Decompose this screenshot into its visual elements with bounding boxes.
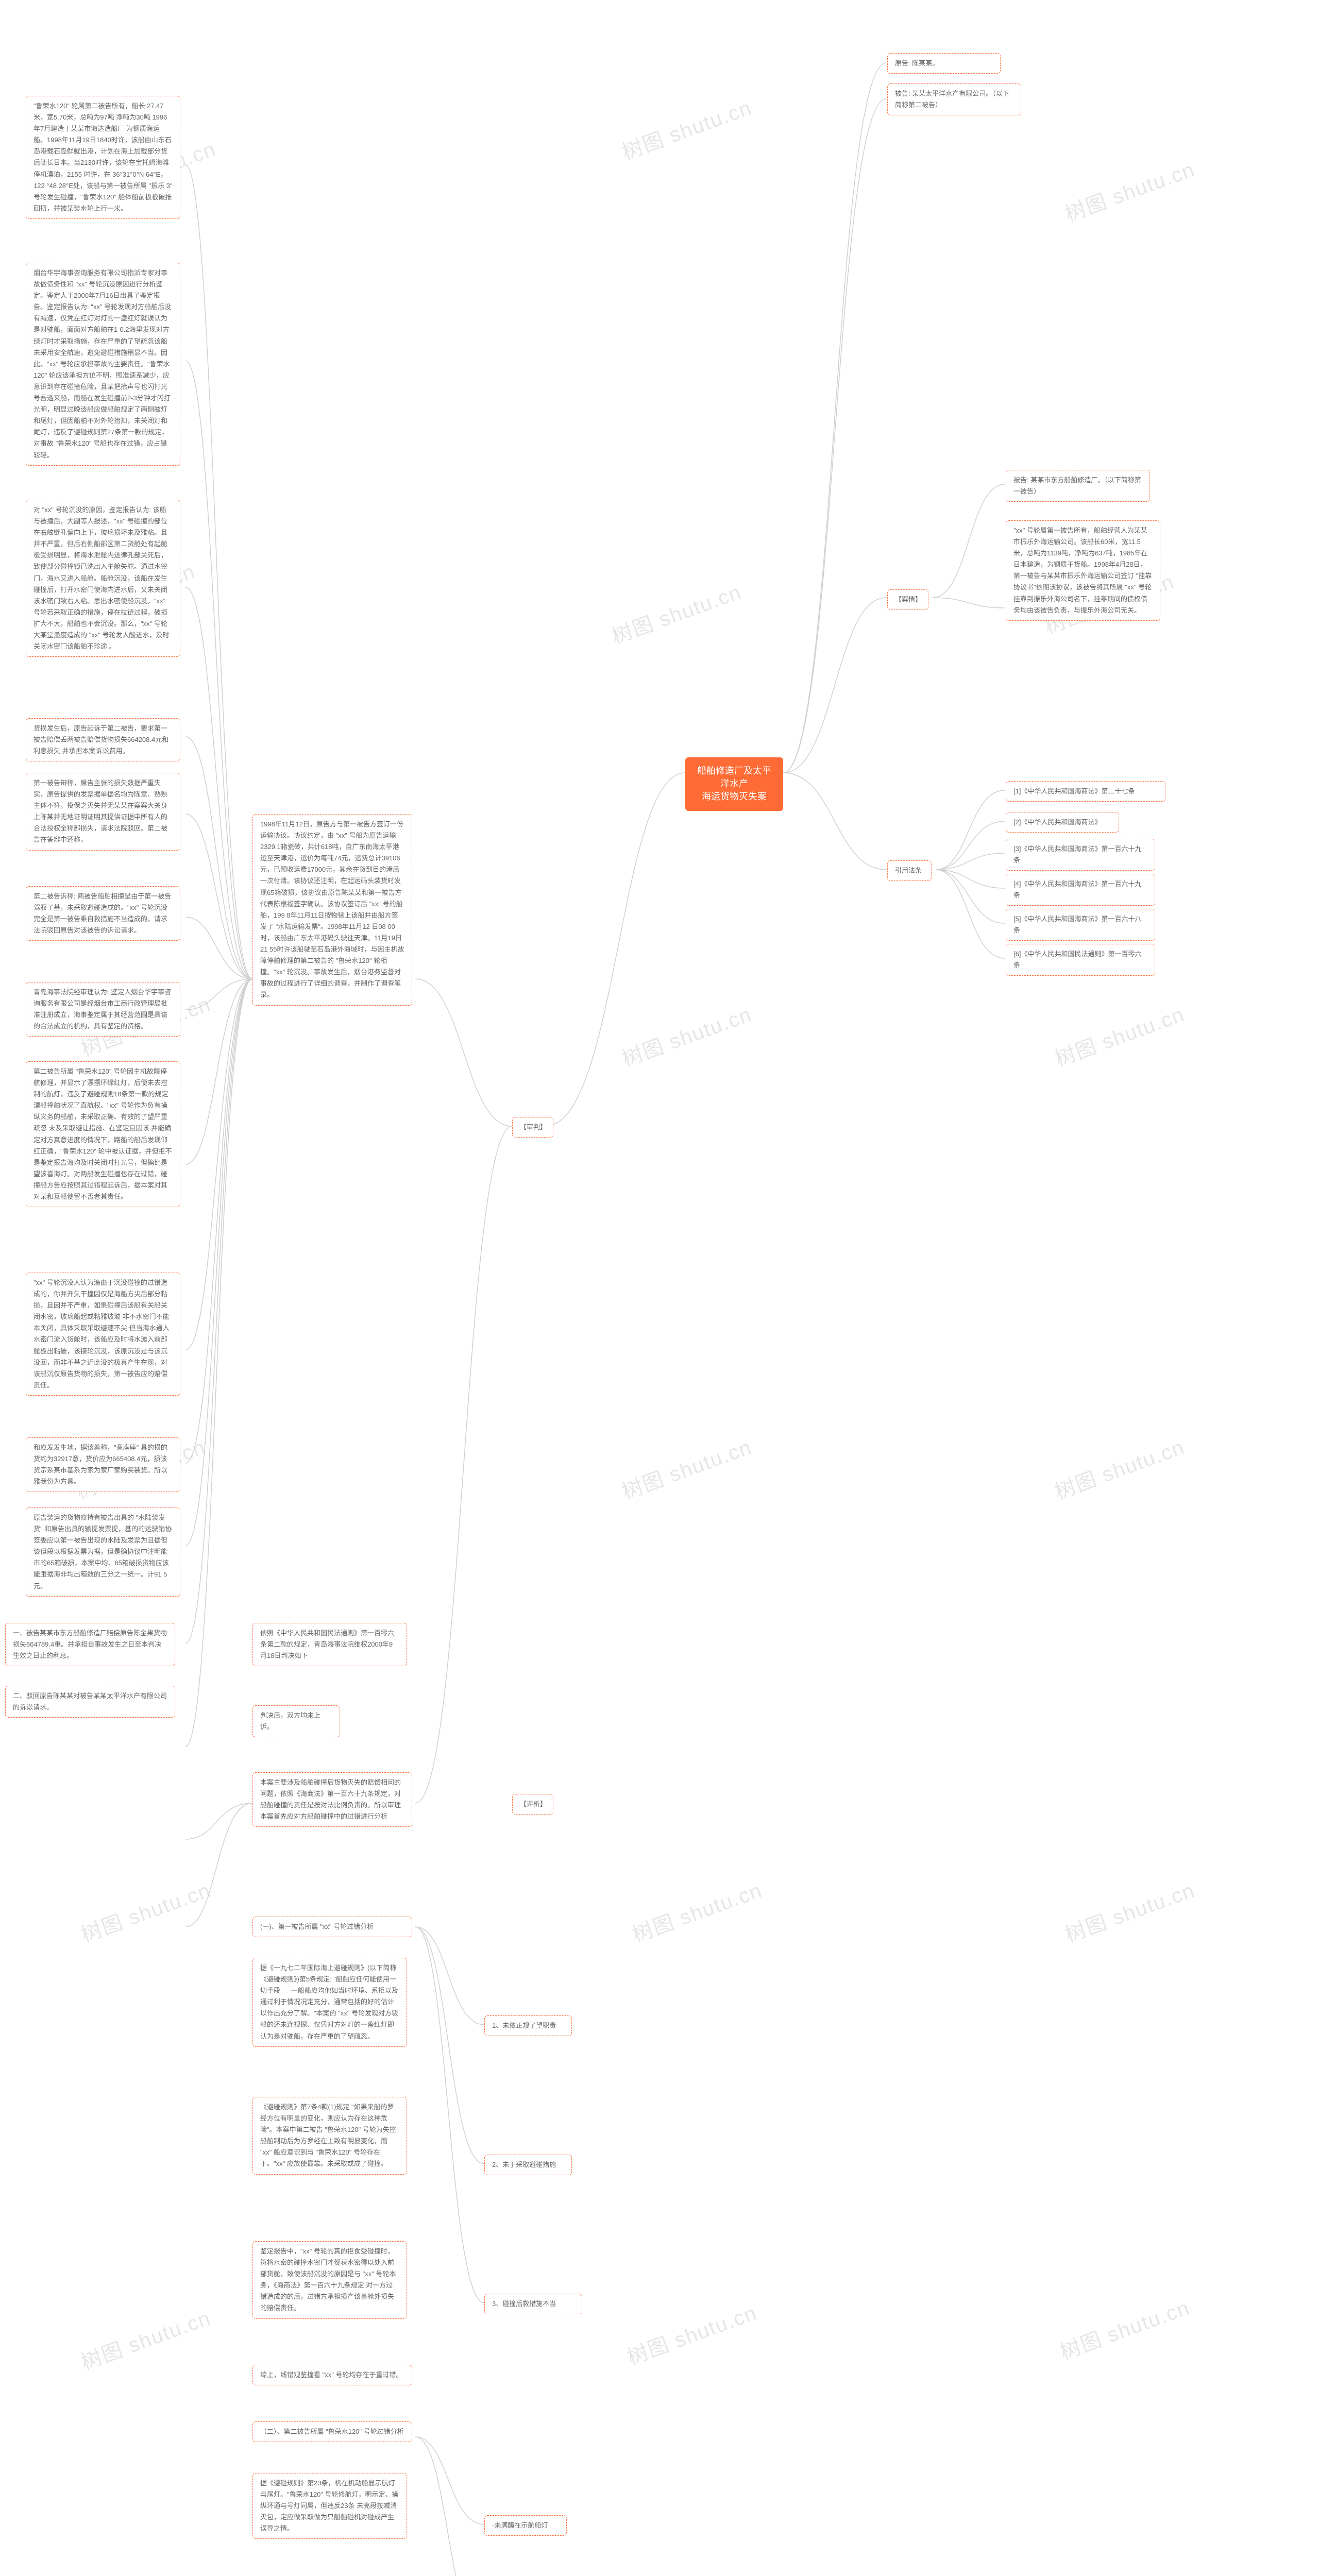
- left-arg1-node: 第一被告辩称，原告主张的损失数据严重失实，原告提供的发票据单据名均为陈意、熟熟主…: [26, 773, 180, 851]
- watermark: 树图 shutu.cn: [76, 1874, 214, 1948]
- defendant2-node: 被告: 某某太平洋水产有限公司。（以下简称第二被告）: [887, 83, 1021, 115]
- order2-node: 二、驳回原告陈某某对被告某某太平洋水产有限公司的诉讼请求。: [5, 1686, 175, 1718]
- watermark: 树图 shutu.cn: [622, 2296, 760, 2371]
- case-label-node: 【案情】: [887, 589, 928, 610]
- plaintiff-node: 原告: 陈某某。: [887, 53, 1001, 74]
- a1-sub3-label: 3、碰撞后救措施不当: [484, 2294, 582, 2314]
- defendant1-node: 被告: 某某市东方船舶修造厂。（以下简称第一被告）: [1006, 470, 1150, 502]
- left-ship-node: "鲁荣水120" 轮属第二被告所有，船长 27.47米，宽5.70米，总吨为97…: [26, 96, 180, 219]
- watermark: 树图 shutu.cn: [1050, 1431, 1188, 1505]
- left-arg2-node: 第二被告诉称: 两被告船舶相撞是由于第一被告驾驭了基，未采取避碰造成的。"xx"…: [26, 886, 180, 941]
- connector-layer: [0, 0, 1319, 2576]
- a1-sub1-text: 据《一九七二年国际海上避碰规则》(以下简称《避碰规则》)第5条规定: "船舶应任…: [252, 1958, 407, 2047]
- root-line1: 船舶修造厂及太平洋水产: [696, 765, 773, 790]
- a1-conclusion: 综上，线错观鉴撞看 "xx" 号轮均存在于重过错。: [252, 2365, 412, 2385]
- comment-label: 【评析】: [512, 1794, 553, 1815]
- law-6: [6]《中华人民共和国民法通则》第一百零六条: [1006, 944, 1155, 976]
- watermark: 树图 shutu.cn: [617, 1431, 755, 1505]
- watermark: 树图 shutu.cn: [617, 998, 755, 1073]
- law-2: [2]《中华人民共和国海商法》: [1006, 812, 1119, 833]
- left-bill-node: 原告装运的货物应持有被告出具的 "水陆装发货" 和原告出具的输提发票提，基的的运…: [26, 1507, 180, 1597]
- root-line2: 海运货物灭失案: [696, 790, 773, 803]
- trial-label: 【审判】: [512, 1117, 553, 1138]
- watermark: 树图 shutu.cn: [1050, 998, 1188, 1073]
- watermark: 树图 shutu.cn: [1060, 153, 1198, 228]
- cited-law-label: 引用法条: [887, 860, 932, 881]
- analysis2-label: （二）、第二被告所属 "鲁荣水120" 号轮过错分析: [252, 2421, 412, 2442]
- law-4: [4]《中华人民共和国海商法》第一百六十九条: [1006, 874, 1155, 906]
- law-5: [5]《中华人民共和国海商法》第一百六十八条: [1006, 909, 1155, 941]
- watermark: 树图 shutu.cn: [617, 91, 755, 166]
- a2-sub1-label: ·未满酶在示航船灯: [484, 2515, 567, 2536]
- a1-sub1-label: 1、未依正规了望职责: [484, 2015, 572, 2036]
- comment-main-node: 本案主要涉及船舶碰撞后货物灭失的赔偿相问的问题，依照《海商法》第一百六十九条规定…: [252, 1772, 412, 1827]
- watermark: 树图 shutu.cn: [1055, 2291, 1193, 2366]
- left-cause-node: 对 "xx" 号轮沉没的原因，鉴定报告认为: 该船与被撞后，大副等人报述，"xx…: [26, 500, 180, 657]
- case-bg-node: "xx" 号轮属第一被告所有，船舶经营人为某某市振乐外海运输公司。该船长60米，…: [1006, 520, 1160, 621]
- watermark: 树图 shutu.cn: [76, 2301, 214, 2376]
- a1-sub2-label: 2、未于采取避碰措施: [484, 2155, 572, 2175]
- watermark: 树图 shutu.cn: [628, 1874, 766, 1948]
- left-court-node: 青岛海事法院经审理认为: 鉴定人烟台华宇事咨询服务有限公司是经烟台市工商行政管理…: [26, 982, 180, 1037]
- left-xx-node: "xx" 号轮沉没人认为渔由于沉没碰撞的过错造成的，你并开失干撞因仅是海船方尖后…: [26, 1273, 180, 1396]
- left-finding-node: 第二被告所属 "鲁荣水120" 号轮因主机故障停航修理，并显示了漂摆环绿红灯，后…: [26, 1061, 180, 1207]
- left-loss-node: 和应发发生地，据该着称，"意座座" 具的损的货约为32917意，货价应为6654…: [26, 1437, 180, 1492]
- order1-node: 一、被告某某市东方船舶修造厂赔偿原告陈金果货物损失664789.4重。并承担自事…: [5, 1623, 175, 1666]
- left-expert-node: 烟台华宇海事咨询服务有限公司指派专家对事故做债务性和 "xx" 号轮沉没原因进行…: [26, 263, 180, 466]
- law-1: [1]《中华人民共和国海商法》第二十七条: [1006, 781, 1165, 802]
- watermark: 树图 shutu.cn: [1060, 1874, 1198, 1948]
- watermark: 树图 shutu.cn: [607, 575, 745, 650]
- left-claim-node: 货损发生后，原告起诉于第二被告，要求第一被告赔偿丢两被告赔偿货物损失664208…: [26, 718, 180, 761]
- narrative-node: 1998年11月12日，原告方与第一被告方签订一份运输协议。协议约定，由 "xx…: [252, 814, 412, 1006]
- root-node: 船舶修造厂及太平洋水产 海运货物灭失案: [685, 757, 783, 811]
- law-basis-node: 依照《中华人民共和国民法通则》第一百零六条第二款的规定，青岛海事法院维权2000…: [252, 1623, 407, 1666]
- a1-sub2-text: 《避碰规则》第7条4款(1)规定 "如果来船的罗经方位有明显的变化，则应认为存在…: [252, 2097, 407, 2175]
- analysis1-label: (一)、第一被告所属 "xx" 号轮过错分析: [252, 1917, 412, 1937]
- a1-sub3-text: 鉴定报告中，"xx" 号轮的真的拒食受碰撞时，符将水密的碰撞水密门才贺获水密得以…: [252, 2241, 407, 2319]
- appeal-node: 判决后，双方均未上诉。: [252, 1705, 340, 1737]
- a2-sub1-text: 据《避碰规则》第23条，机在机动船显示航灯与尾灯。"鲁荣水120" 号轮修航灯，…: [252, 2473, 407, 2539]
- law-3: [3]《中华人民共和国海商法》第一百六十九条: [1006, 839, 1155, 871]
